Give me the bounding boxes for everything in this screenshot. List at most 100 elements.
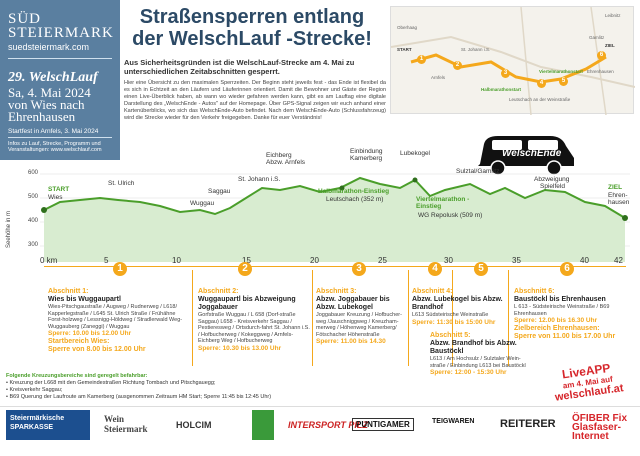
section-head: Abschnitt 5: [430, 332, 471, 339]
crossing-item: • Kreisverkehr Saggau; [6, 387, 63, 393]
crossing-item-text: B69 Querung der Laufroute am Kamerberg (… [9, 394, 272, 400]
profile-place: Abzweigung [534, 176, 570, 183]
profile-place: Lubekogel [400, 150, 430, 157]
event-name: 29. WelschLauf [8, 70, 98, 85]
map-section-marker: 5 [559, 77, 568, 86]
section-streets: Gorfstraße Wuggau / L 658 (Dorf-straße S… [198, 312, 310, 344]
brand-logo: SÜD STEIERMARK [8, 11, 114, 41]
section-closure: Sperre: 10.30 bis 13.00 Uhr [198, 344, 282, 352]
map-place: Arnfels [431, 75, 446, 80]
y-tick: 300 [28, 242, 39, 248]
map-place: Gamlitz [589, 35, 605, 40]
km-label: 30 [444, 256, 453, 265]
y-tick: 500 [28, 194, 39, 200]
sponsor-logo: Wein Steiermark [104, 414, 148, 434]
section-divider [312, 270, 313, 366]
car-label: WelschEnde [502, 148, 562, 159]
brand-line1: SÜD [8, 11, 42, 27]
profile-place: WG Repolusk (509 m) [418, 212, 483, 219]
live-app-badge[interactable]: LiveAPP am 4. Mai auf welschlauf.at [536, 357, 640, 411]
section-title: Abzw. Joggabauer bis Abzw. Lubekogel [316, 296, 390, 311]
km-label: 40 [580, 256, 589, 265]
map-start: START [397, 47, 412, 52]
section-3: Abschnitt 3: Abzw. Joggabauer bis Abzw. … [316, 288, 408, 346]
brand-line2: STEIERMARK [8, 25, 114, 41]
crossing-info: Folgende Kreuzungsbereiche sind geregelt… [6, 373, 426, 401]
section-marker-1: 1 [113, 262, 127, 276]
profile-place: Sulztal/Gamlitz [456, 168, 500, 175]
body-text: Hier eine Übersicht zu den maximalen Spe… [124, 80, 386, 121]
y-axis-label: Seehöhe in m [6, 210, 12, 248]
divider [8, 137, 112, 138]
sponsor-logo: Steiermärkische SPARKASSE [6, 410, 90, 440]
section-4: Abschnitt 4: Abzw. Lubekogel bis Abzw. B… [412, 288, 508, 327]
section-closure: Sperre: 10.00 bis 12.00 Uhr [48, 330, 132, 337]
map-place: St. Johann i.S. [461, 47, 491, 52]
sponsor-logo: ÖFIBER Fix Glasfaser-Internet [572, 413, 628, 442]
km-label: 20 [310, 256, 319, 265]
km-label: 0 km [40, 256, 58, 265]
info-text: Infos zu Lauf, Strecke, Programm und Ver… [8, 141, 102, 153]
section-title: Abzw. Lubekogel bis Abzw. Brandhof [412, 296, 503, 311]
welschende-car: WelschEnde [470, 128, 582, 178]
section-closure: Sperre: 12.00 bis 16.30 Uhr [514, 317, 598, 324]
profile-place: St. Johann i.S. [238, 176, 281, 183]
section-streets: Joggabauer Kreuzung / Hofbucher-weg /Jau… [316, 312, 402, 338]
map-section-marker: 6 [597, 51, 606, 60]
event-route: von Wies nach Ehrenhausen [8, 97, 85, 124]
section-streets: L613 / Am Hochsulz / Sulztaler Wein-stra… [430, 356, 526, 369]
sponsor-logo: HOLCIM [176, 420, 212, 430]
section-divider [452, 270, 453, 366]
crossing-item: • Kreuzung der L668 mit den Gemeindestra… [6, 380, 216, 386]
route-map: START ZIEL Oberhaag Arnfels St. Johann i… [390, 6, 635, 115]
map-place: Ehrenhausen [587, 69, 614, 74]
event-date: Sa, 4. Mai 2024 [8, 85, 91, 100]
km-axis [44, 266, 626, 267]
section-divider [408, 270, 409, 366]
km-label: 5 [104, 256, 109, 265]
divider [8, 58, 112, 59]
profile-ziel: ZIEL [608, 184, 623, 191]
sponsor-logo: TEIGWAREN [432, 418, 475, 425]
map-place: Viertelmarathonstart [539, 69, 583, 74]
start-fest: Startfest in Arnfels, 3. Mai 2024 [8, 128, 99, 135]
section-title: Wuggaupartl bis Abzweigung Joggabauer [198, 296, 296, 311]
map-section-marker: 4 [537, 79, 546, 88]
section-head: Abschnitt 6: [514, 288, 555, 295]
section-divider [508, 270, 509, 366]
section-marker-6: 6 [560, 262, 574, 276]
section-head: Abschnitt 1: [48, 288, 89, 295]
section-extra: Sperre von 8.00 bis 12.00 Uhr [48, 346, 146, 353]
subtitle: Aus Sicherheitsgründen ist die WelschLau… [124, 58, 355, 76]
crossing-head: Folgende Kreuzungsbereiche sind geregelt… [6, 373, 148, 379]
profile-place: Spielfeld [540, 183, 565, 190]
page-title: Straßensperren entlang der WelschLauf -S… [132, 6, 372, 50]
section-5: Abschnitt 5: Abzw. Brandhof bis Abzw. Ba… [430, 332, 530, 377]
section-marker-5: 5 [474, 262, 488, 276]
section-title: Abzw. Brandhof bis Abzw. Baustöckl [430, 340, 517, 355]
section-title: Baustöckl bis Ehrenhausen [514, 296, 606, 303]
km-label: 42 [614, 256, 623, 265]
section-streets: Wies-Pitschgaustraße / Augweg / Rudnerwe… [48, 304, 183, 330]
section-marker-4: 4 [428, 262, 442, 276]
profile-place: Ehren- hausen [608, 192, 630, 206]
section-2: Abschnitt 2: Wuggaupartl bis Abzweigung … [198, 288, 310, 353]
profile-place: Einbindung [350, 148, 383, 155]
profile-place: Eichberg [266, 152, 292, 159]
profile-place: Wuggau [190, 200, 215, 207]
section-streets: L 613 - Südsteirische Weinstraße / B69 E… [514, 304, 610, 317]
car-icon [478, 136, 574, 176]
section-6: Abschnitt 6: Baustöckl bis Ehrenhausen L… [514, 288, 636, 341]
section-closure: Sperre: 11:30 bis 15:00 Uhr [412, 318, 496, 326]
section-extra-head: Startbereich Wies: [48, 338, 110, 345]
map-section-marker: 1 [417, 55, 426, 64]
sponsor-logo: INTERSPORT PILZ [288, 420, 368, 430]
km-label: 15 [242, 256, 251, 265]
section-extra-head: Zielbereich Ehrenhausen: [514, 325, 600, 332]
section-marker-2: 2 [238, 262, 252, 276]
section-closure: Sperre: 12:00 - 15:30 Uhr [430, 369, 507, 376]
y-tick: 600 [28, 170, 39, 176]
section-divider [192, 270, 193, 366]
sponsor-logo: PUNTIGAMER [352, 418, 414, 431]
profile-place: Saggau [208, 188, 231, 195]
